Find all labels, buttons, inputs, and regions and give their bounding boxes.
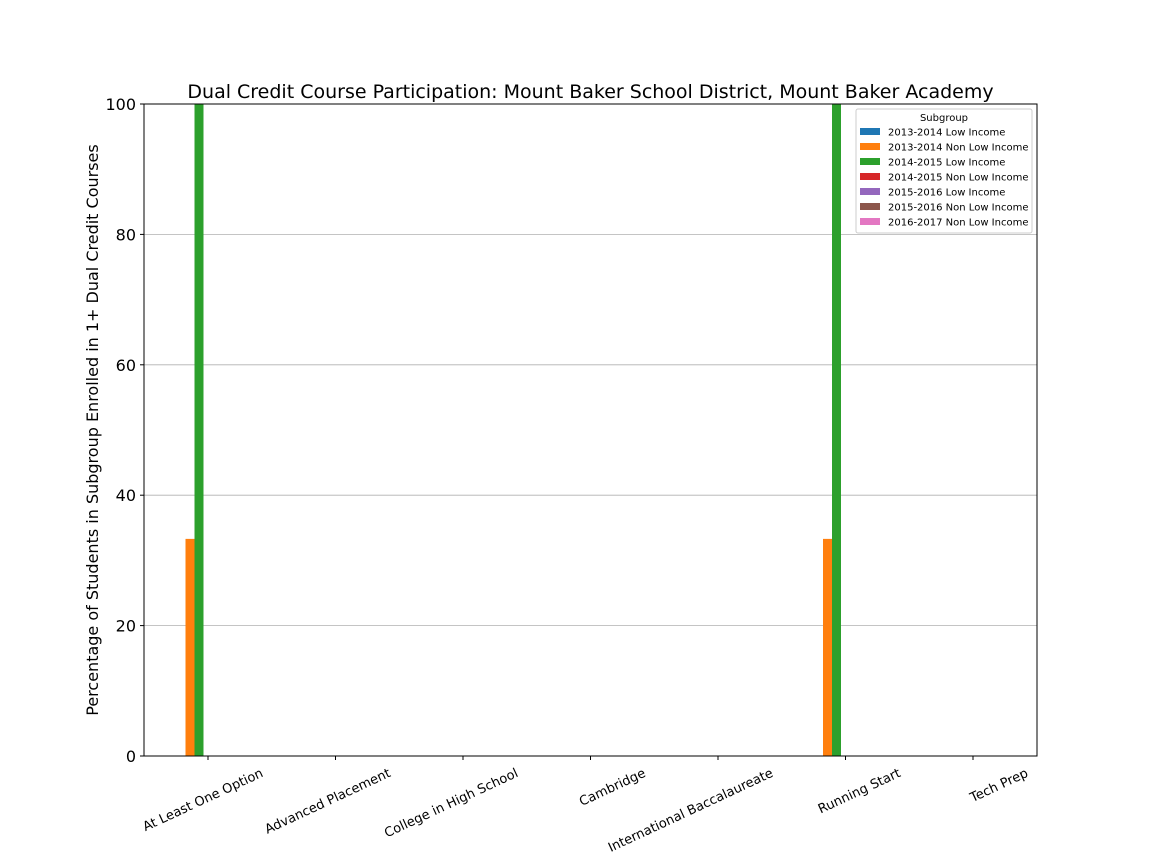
legend-swatch	[860, 143, 880, 150]
bar	[832, 104, 841, 756]
bar	[185, 538, 195, 756]
y-axis-label: Percentage of Students in Subgroup Enrol…	[83, 144, 102, 715]
legend-title: Subgroup	[920, 113, 968, 124]
x-tick-label: Cambridge	[577, 766, 648, 810]
bars	[185, 104, 841, 756]
legend-entry: 2014-2015 Low Income	[888, 158, 1005, 169]
bar	[823, 538, 832, 756]
x-tick-label: At Least One Option	[141, 766, 266, 835]
y-tick-label: 80	[116, 225, 136, 244]
x-tick-label: Tech Prep	[967, 766, 1031, 806]
legend-entry: 2014-2015 Non Low Income	[888, 173, 1028, 184]
chart-title: Dual Credit Course Participation: Mount …	[187, 81, 993, 103]
legend-swatch	[860, 188, 880, 195]
legend-entry: 2016-2017 Non Low Income	[888, 218, 1028, 229]
legend-swatch	[860, 158, 880, 165]
legend-swatch	[860, 218, 880, 225]
legend-entry: 2015-2016 Low Income	[888, 188, 1005, 199]
y-tick-label: 40	[116, 486, 136, 505]
legend-swatch	[860, 173, 880, 180]
legend: Subgroup 2013-2014 Low Income 2013-2014 N…	[855, 108, 1033, 234]
legend-swatch	[860, 203, 880, 210]
y-tick-label: 100	[105, 95, 136, 114]
x-tick-label: Running Start	[816, 766, 903, 817]
gridlines	[144, 233, 1037, 626]
y-tick-label: 20	[116, 617, 136, 636]
legend-entry: 2015-2016 Non Low Income	[888, 203, 1028, 214]
legend-box	[855, 108, 1033, 234]
x-tick-label: Advanced Placement	[263, 766, 393, 837]
y-tick-label: 0	[126, 747, 136, 766]
x-tick-label: College in High School	[382, 766, 520, 841]
y-axis: 0 20 40 60 80 100	[105, 95, 144, 766]
legend-entry: 2013-2014 Low Income	[888, 128, 1005, 139]
y-tick-label: 60	[116, 356, 136, 375]
legend-swatch	[860, 128, 880, 135]
legend-entry: 2013-2014 Non Low Income	[888, 143, 1028, 154]
bar	[194, 104, 204, 756]
